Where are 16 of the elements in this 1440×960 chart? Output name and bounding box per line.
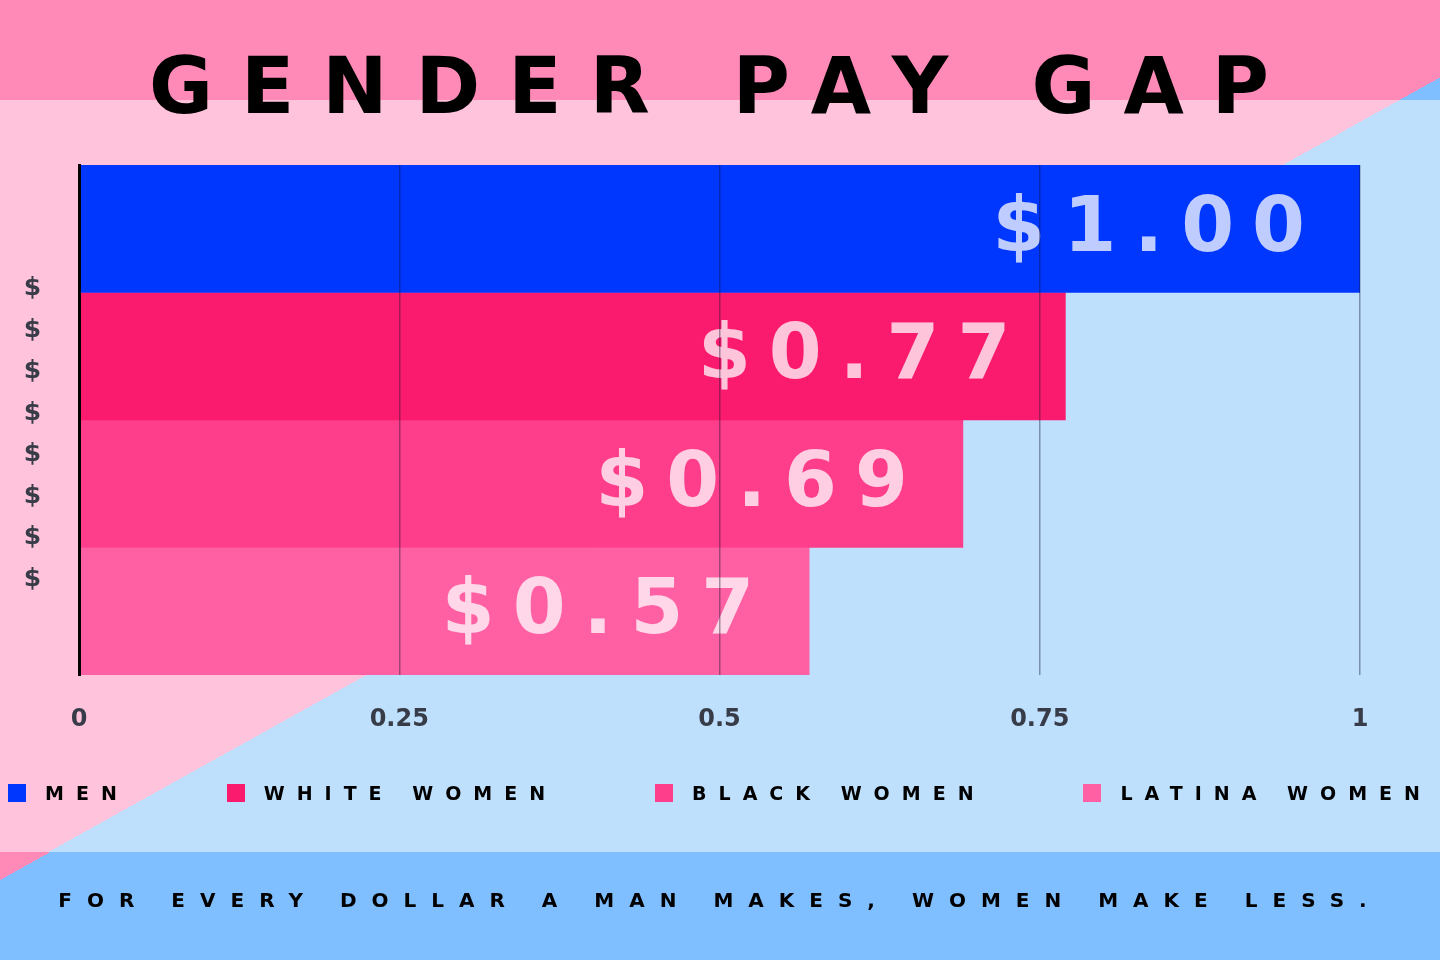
x-tick-label: 0.75 — [1010, 703, 1070, 732]
x-tick-label: 0.5 — [698, 703, 741, 732]
text: FOR EVERY DOLLAR A MAN MAKES, WOMEN MAKE LESS. — [57, 887, 1383, 914]
x-tick-label: 0.25 — [369, 703, 429, 732]
chart-title: GENDER PAY GAP — [148, 40, 1298, 132]
data-label: $0.77 — [697, 307, 1029, 396]
legend-label: LATINA WOMEN — [1120, 781, 1432, 806]
x-tick-label: 0 — [70, 703, 88, 732]
legend-label: WHITE WOMEN — [263, 781, 558, 806]
x-tick-label: 1 — [1351, 703, 1369, 732]
data-label: $1.00 — [992, 179, 1323, 269]
legend-label: BLACK WOMEN — [692, 781, 986, 806]
bar — [79, 292, 1066, 421]
bar — [79, 165, 1360, 293]
y-axis-title: $$$$$$$$ — [18, 272, 47, 604]
legend-label: MEN — [45, 781, 129, 806]
